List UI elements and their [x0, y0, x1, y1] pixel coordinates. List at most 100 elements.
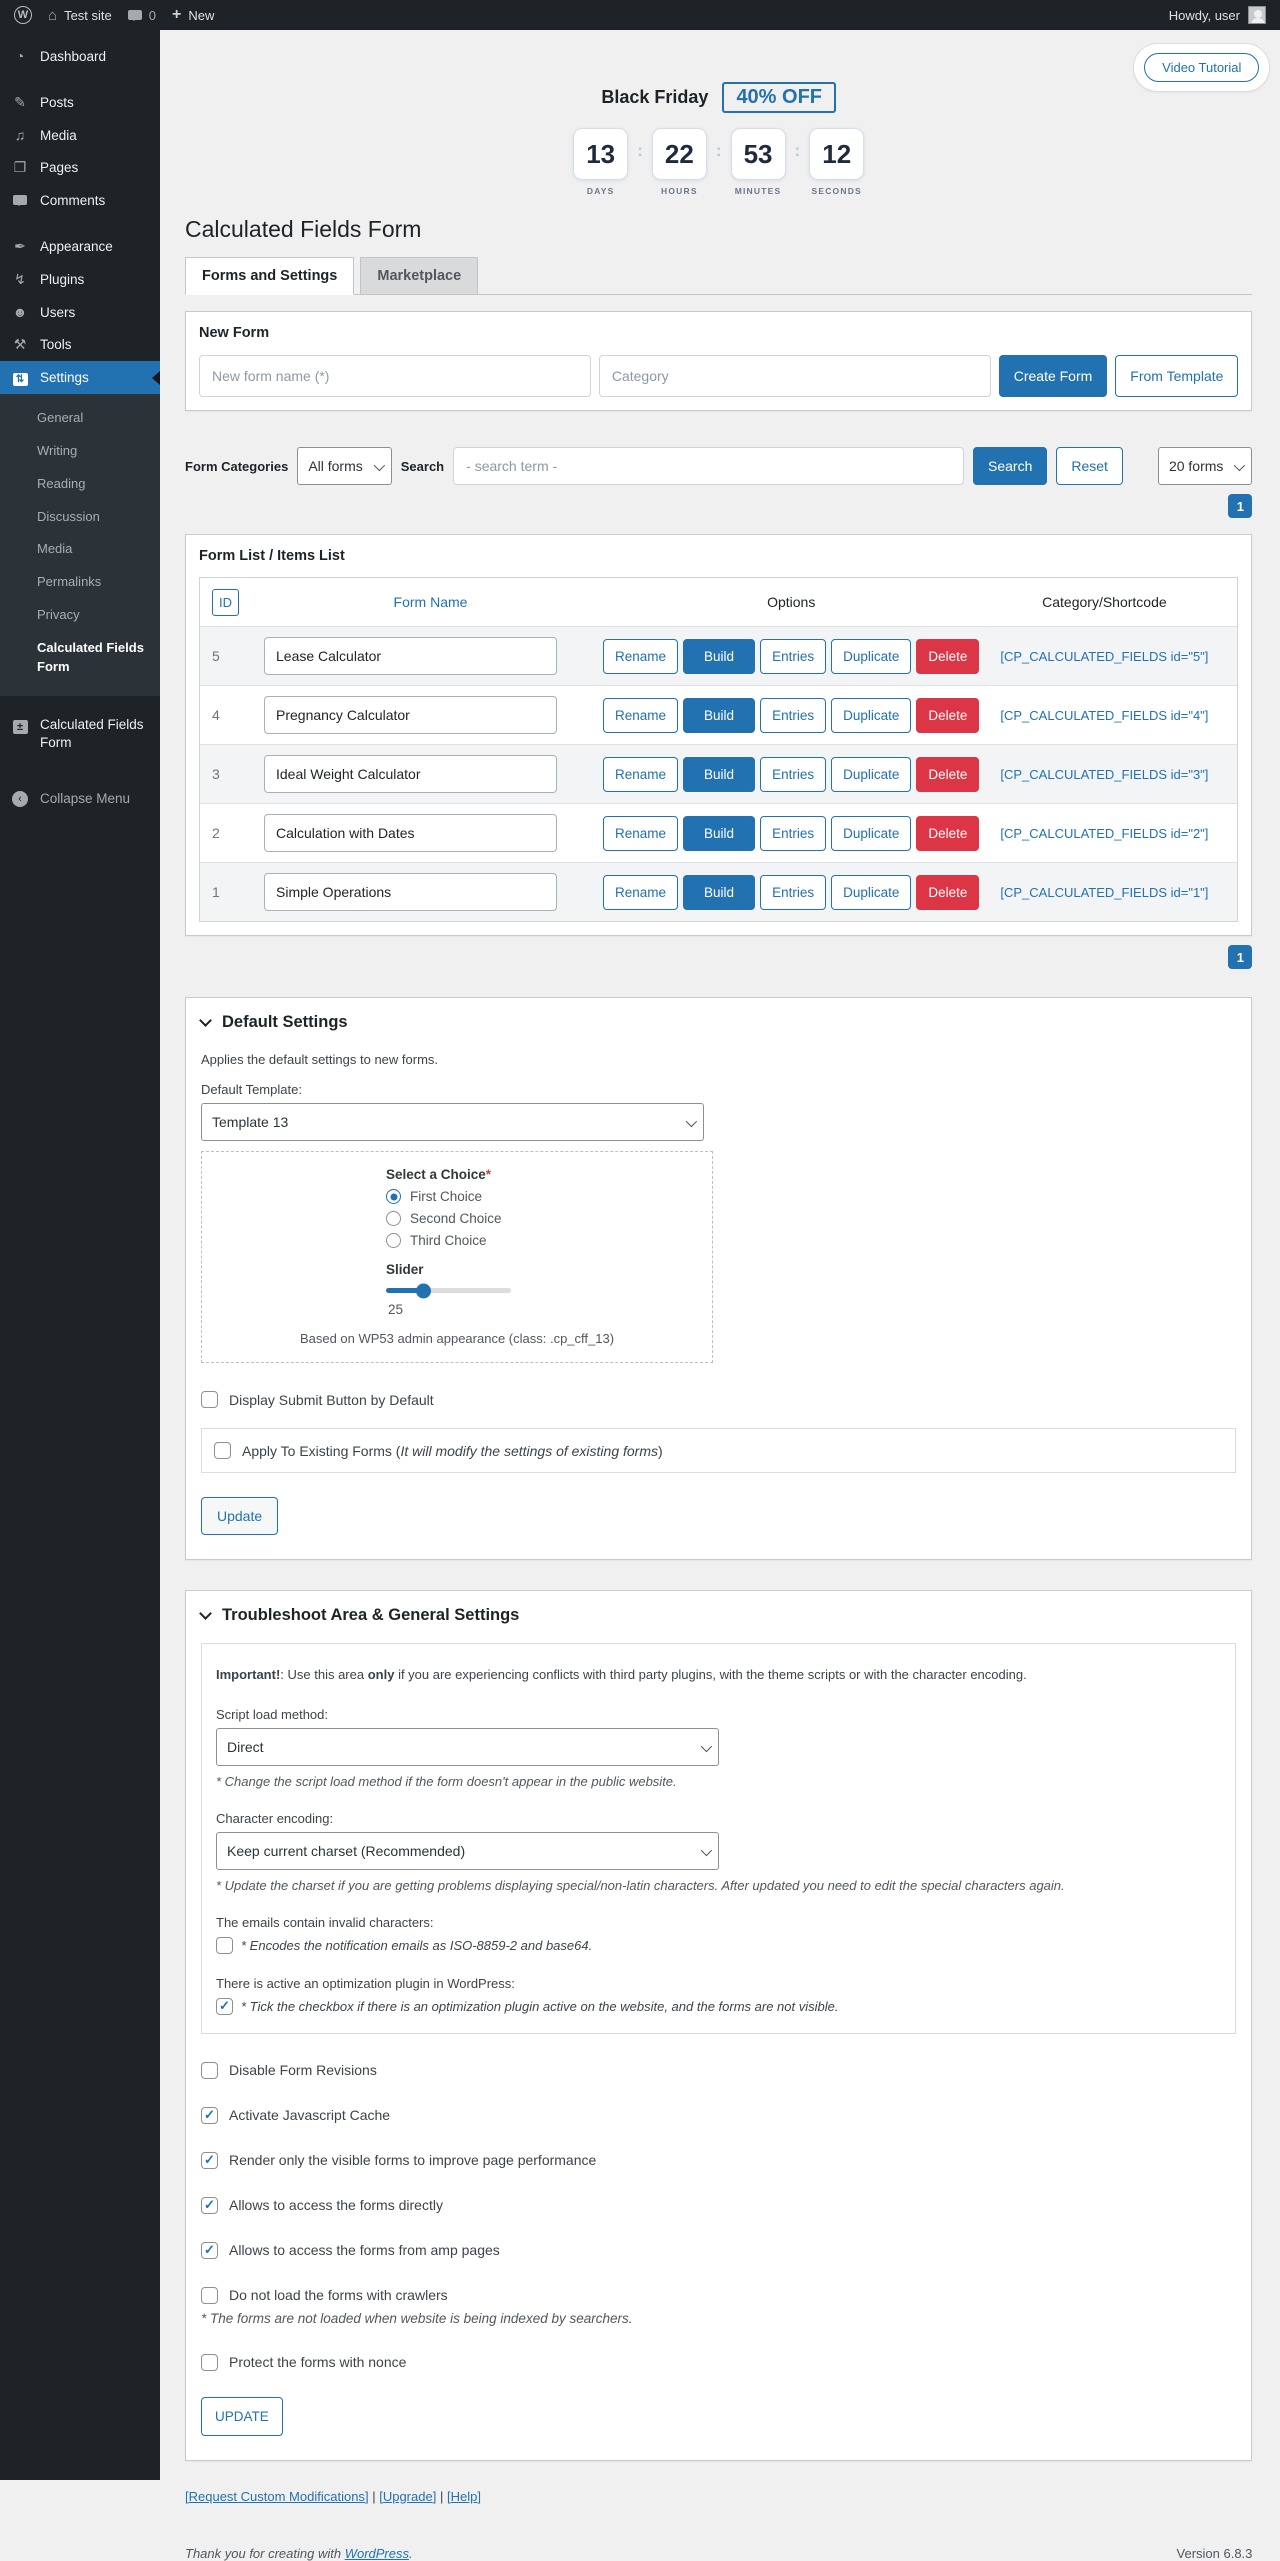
sidebar-item-tools[interactable]: ⚒ Tools — [0, 328, 160, 361]
default-settings-update-button[interactable]: Update — [201, 1497, 279, 1535]
shortcode-link[interactable]: [CP_CALCULATED_FIELDS id="4"] — [1000, 707, 1209, 723]
duplicate-button[interactable]: Duplicate — [831, 697, 912, 733]
new-content-button[interactable]: + New — [172, 6, 214, 24]
duplicate-button[interactable]: Duplicate — [831, 815, 912, 851]
entries-button[interactable]: Entries — [760, 874, 827, 910]
disable-revisions-option[interactable]: Disable Form Revisions — [201, 2061, 1236, 2079]
delete-button[interactable]: Delete — [916, 815, 980, 851]
sidebar-item-plugins[interactable]: ↯ Plugins — [0, 263, 160, 296]
troubleshoot-update-button[interactable]: UPDATE — [201, 2396, 283, 2436]
delete-button[interactable]: Delete — [916, 697, 980, 733]
entries-button[interactable]: Entries — [760, 697, 827, 733]
new-form-category-input[interactable] — [598, 355, 991, 397]
sidebar-item-comments[interactable]: Comments — [0, 184, 160, 216]
script-load-select[interactable]: Direct — [216, 1727, 719, 1766]
js-cache-checkbox[interactable] — [201, 2106, 218, 2124]
shortcode-link[interactable]: [CP_CALCULATED_FIELDS id="5"] — [1000, 648, 1209, 664]
js-cache-option[interactable]: Activate Javascript Cache — [201, 2106, 1236, 2124]
search-button[interactable]: Search — [973, 447, 1048, 485]
pagination-page-1[interactable]: 1 — [1228, 945, 1253, 969]
rename-button[interactable]: Rename — [603, 756, 679, 792]
default-settings-toggle[interactable]: Default Settings — [199, 1013, 1236, 1032]
build-button[interactable]: Build — [683, 756, 756, 792]
access-directly-option[interactable]: Allows to access the forms directly — [201, 2196, 1236, 2214]
apply-existing-option[interactable]: Apply To Existing Forms (It will modify … — [201, 1428, 1237, 1473]
slider-control[interactable] — [386, 1288, 511, 1293]
submenu-general[interactable]: General — [37, 410, 84, 425]
crawlers-checkbox[interactable] — [201, 2286, 218, 2304]
build-button[interactable]: Build — [683, 697, 756, 733]
crawlers-option[interactable]: Do not load the forms with crawlers — [201, 2286, 1236, 2304]
collapse-menu-button[interactable]: ‹ Collapse Menu — [0, 781, 160, 815]
sidebar-item-settings[interactable]: ⇅ Settings — [0, 361, 160, 394]
video-tutorial-button[interactable]: Video Tutorial — [1144, 53, 1260, 82]
optimization-option[interactable]: * Tick the checkbox if there is an optim… — [216, 1997, 1221, 2015]
from-template-button[interactable]: From Template — [1115, 355, 1239, 397]
wordpress-link[interactable]: WordPress — [344, 2545, 409, 2561]
charset-select[interactable]: Keep current charset (Recommended) — [216, 1831, 719, 1870]
delete-button[interactable]: Delete — [916, 874, 980, 910]
shortcode-link[interactable]: [CP_CALCULATED_FIELDS id="3"] — [1000, 766, 1209, 782]
pagination-page-1[interactable]: 1 — [1228, 494, 1253, 518]
delete-button[interactable]: Delete — [916, 638, 980, 674]
submenu-writing[interactable]: Writing — [37, 442, 78, 458]
submenu-privacy[interactable]: Privacy — [37, 607, 80, 623]
emails-invalid-option[interactable]: * Encodes the notification emails as ISO… — [216, 1936, 1221, 1954]
sidebar-item-users[interactable]: ☻ Users — [0, 296, 160, 328]
entries-button[interactable]: Entries — [760, 756, 827, 792]
column-form-name-sort[interactable]: Form Name — [393, 594, 468, 610]
nonce-checkbox[interactable] — [201, 2353, 218, 2371]
sidebar-item-pages[interactable]: ❐ Pages — [0, 151, 160, 184]
duplicate-button[interactable]: Duplicate — [831, 874, 912, 910]
entries-button[interactable]: Entries — [760, 638, 827, 674]
optimization-checkbox[interactable] — [216, 1997, 233, 2015]
amp-pages-checkbox[interactable] — [201, 2241, 218, 2259]
shortcode-link[interactable]: [CP_CALCULATED_FIELDS id="1"] — [1000, 884, 1209, 900]
per-page-select[interactable]: 20 forms — [1157, 447, 1253, 485]
site-name-link[interactable]: ⌂ Test site — [48, 7, 112, 24]
submenu-calculated-fields-form[interactable]: Calculated Fields Form — [37, 639, 144, 674]
form-name-input[interactable] — [264, 755, 557, 793]
display-submit-option[interactable]: Display Submit Button by Default — [201, 1391, 1236, 1408]
rename-button[interactable]: Rename — [603, 874, 679, 910]
sidebar-item-calculated-fields-form[interactable]: ± Calculated Fields Form — [0, 708, 160, 762]
radio-button[interactable] — [386, 1233, 401, 1248]
radio-button[interactable] — [386, 1211, 401, 1226]
form-name-input[interactable] — [264, 814, 557, 852]
radio-option-third-choice[interactable]: Third Choice — [386, 1233, 528, 1248]
sidebar-item-dashboard[interactable]: ◔ Dashboard — [0, 40, 160, 72]
tab-forms-and-settings[interactable]: Forms and Settings — [185, 257, 355, 295]
build-button[interactable]: Build — [683, 815, 756, 851]
reset-button[interactable]: Reset — [1056, 447, 1123, 485]
radio-option-second-choice[interactable]: Second Choice — [386, 1211, 528, 1226]
slider-fill[interactable] — [386, 1288, 424, 1293]
create-form-button[interactable]: Create Form — [998, 355, 1108, 397]
amp-pages-option[interactable]: Allows to access the forms from amp page… — [201, 2241, 1236, 2259]
duplicate-button[interactable]: Duplicate — [831, 756, 912, 792]
shortcode-link[interactable]: [CP_CALCULATED_FIELDS id="2"] — [1000, 825, 1209, 841]
radio-option-first-choice[interactable]: First Choice — [386, 1189, 528, 1204]
admin-bar-account[interactable]: Howdy, user — [1169, 6, 1266, 24]
wordpress-logo-icon[interactable]: W — [14, 6, 32, 24]
submenu-discussion[interactable]: Discussion — [37, 508, 100, 524]
upgrade-link[interactable]: Upgrade — [382, 2488, 433, 2504]
help-link[interactable]: Help — [450, 2488, 478, 2504]
admin-bar-comments[interactable]: 0 — [127, 8, 156, 23]
access-directly-checkbox[interactable] — [201, 2196, 218, 2214]
sidebar-item-appearance[interactable]: ✒ Appearance — [0, 230, 160, 263]
form-name-input[interactable] — [264, 873, 557, 911]
disable-revisions-checkbox[interactable] — [201, 2061, 218, 2079]
search-input[interactable] — [453, 447, 964, 485]
form-categories-select[interactable]: All forms — [297, 447, 392, 485]
apply-existing-checkbox[interactable] — [214, 1442, 231, 1459]
default-template-select[interactable]: Template 13 — [201, 1103, 704, 1141]
tab-marketplace[interactable]: Marketplace — [360, 257, 479, 295]
form-name-input[interactable] — [264, 696, 557, 734]
column-id-sort[interactable]: ID — [212, 588, 239, 616]
submenu-permalinks[interactable]: Permalinks — [37, 574, 102, 590]
sidebar-item-media[interactable]: ♫ Media — [0, 119, 160, 151]
build-button[interactable]: Build — [683, 874, 756, 910]
troubleshoot-toggle[interactable]: Troubleshoot Area & General Settings — [199, 1606, 1236, 1625]
render-visible-checkbox[interactable] — [201, 2151, 218, 2169]
submenu-media[interactable]: Media — [37, 541, 73, 557]
